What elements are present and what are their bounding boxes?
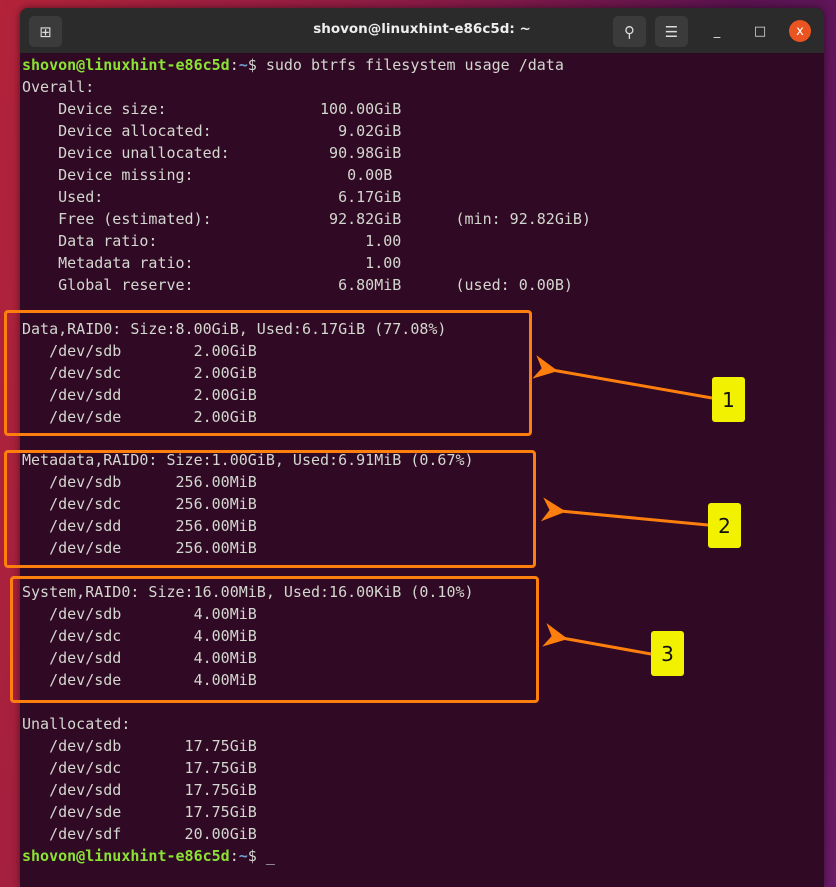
output-line: /dev/sdb 256.00MiB [22,473,257,492]
output-line: /dev/sdc 4.00MiB [22,627,257,646]
minimize-button[interactable]: _ [713,23,721,39]
output-line: /dev/sdb 2.00GiB [22,341,257,360]
annotation-box-metadata [4,450,536,568]
command-output: Overall: Device size: 100.00GiB Device a… [22,78,591,843]
output-line: Used: 6.17GiB [22,187,402,206]
output-line: Data,RAID0: Size:8.00GiB, Used:6.17GiB (… [22,319,447,338]
arrow-2 [540,497,709,527]
search-button[interactable]: ⚲ [613,16,646,47]
output-line: Metadata ratio: 1.00 [22,253,402,272]
new-tab-icon: ⊞ [39,22,52,41]
output-line: /dev/sdc 17.75GiB [22,759,257,777]
output-line: Data ratio: 1.00 [22,231,402,250]
output-line: /dev/sdd 17.75GiB [22,780,257,799]
command-text: sudo btrfs filesystem usage /data [265,56,564,74]
output-line: /dev/sdc 2.00GiB [22,363,257,382]
output-line: /dev/sdd 256.00MiB [22,517,257,536]
cursor: _ [265,846,275,865]
prompt-sep: : [229,846,239,865]
prompt-sep: : [229,56,239,74]
arrow-3 [542,623,652,656]
annotation-label-1: 1 [712,377,745,422]
output-line: Device missing: 0.00B [22,165,393,184]
prompt-path: ~ [238,846,248,865]
output-line: /dev/sdb 4.00MiB [22,605,257,624]
prompt-symbol: $ [247,56,266,74]
search-icon: ⚲ [624,22,635,41]
output-line: Unallocated: [22,715,131,734]
prompt-symbol: $ [247,846,266,865]
output-line: /dev/sdf 20.00GiB [22,824,257,843]
output-line: Device unallocated: 90.98GiB [22,143,402,162]
arrow-1 [532,355,713,400]
menu-button[interactable]: ☰ [655,16,688,47]
output-line: Metadata,RAID0: Size:1.00GiB, Used:6.91M… [22,451,474,470]
prompt-path: ~ [238,56,248,74]
annotation-label-2: 2 [708,503,741,548]
prompt-user-host: shovon@linuxhint-e86c5d [22,56,230,74]
output-line: /dev/sde 256.00MiB [22,539,257,558]
prompt-user-host: shovon@linuxhint-e86c5d [22,846,230,865]
output-line: Device allocated: 9.02GiB [22,121,402,140]
output-line: /dev/sde 17.75GiB [22,802,257,821]
output-line: /dev/sde 2.00GiB [22,407,257,426]
output-line: System,RAID0: Size:16.00MiB, Used:16.00K… [22,583,474,602]
output-line: /dev/sdc 256.00MiB [22,495,257,514]
output-line: Free (estimated): 92.82GiB (min: 92.82Gi… [22,209,591,228]
output-line: /dev/sdd 2.00GiB [22,385,257,404]
new-tab-button[interactable]: ⊞ [29,16,62,47]
terminal-window: ⊞ shovon@linuxhint-e86c5d: ~ ⚲ ☰ _ □ x s… [20,8,824,887]
titlebar: ⊞ shovon@linuxhint-e86c5d: ~ ⚲ ☰ _ □ x [20,8,824,53]
output-line: /dev/sdb 17.75GiB [22,737,257,756]
output-line: /dev/sdd 4.00MiB [22,649,257,668]
output-line: /dev/sde 4.00MiB [22,671,257,690]
window-title: shovon@linuxhint-e86c5d: ~ [313,21,531,37]
output-line: Overall: [22,77,95,96]
annotation-box-system [10,576,539,703]
annotation-box-data [4,310,532,436]
output-line: Global reserve: 6.80MiB (used: 0.00B) [22,275,573,294]
maximize-button[interactable]: □ [753,23,767,39]
hamburger-menu-icon: ☰ [664,22,679,41]
terminal-output[interactable]: shovon@linuxhint-e86c5d:~$ sudo btrfs fi… [22,55,591,868]
annotation-label-3: 3 [651,631,684,676]
output-line: Device size: 100.00GiB [22,99,402,118]
close-button[interactable]: x [789,20,811,42]
